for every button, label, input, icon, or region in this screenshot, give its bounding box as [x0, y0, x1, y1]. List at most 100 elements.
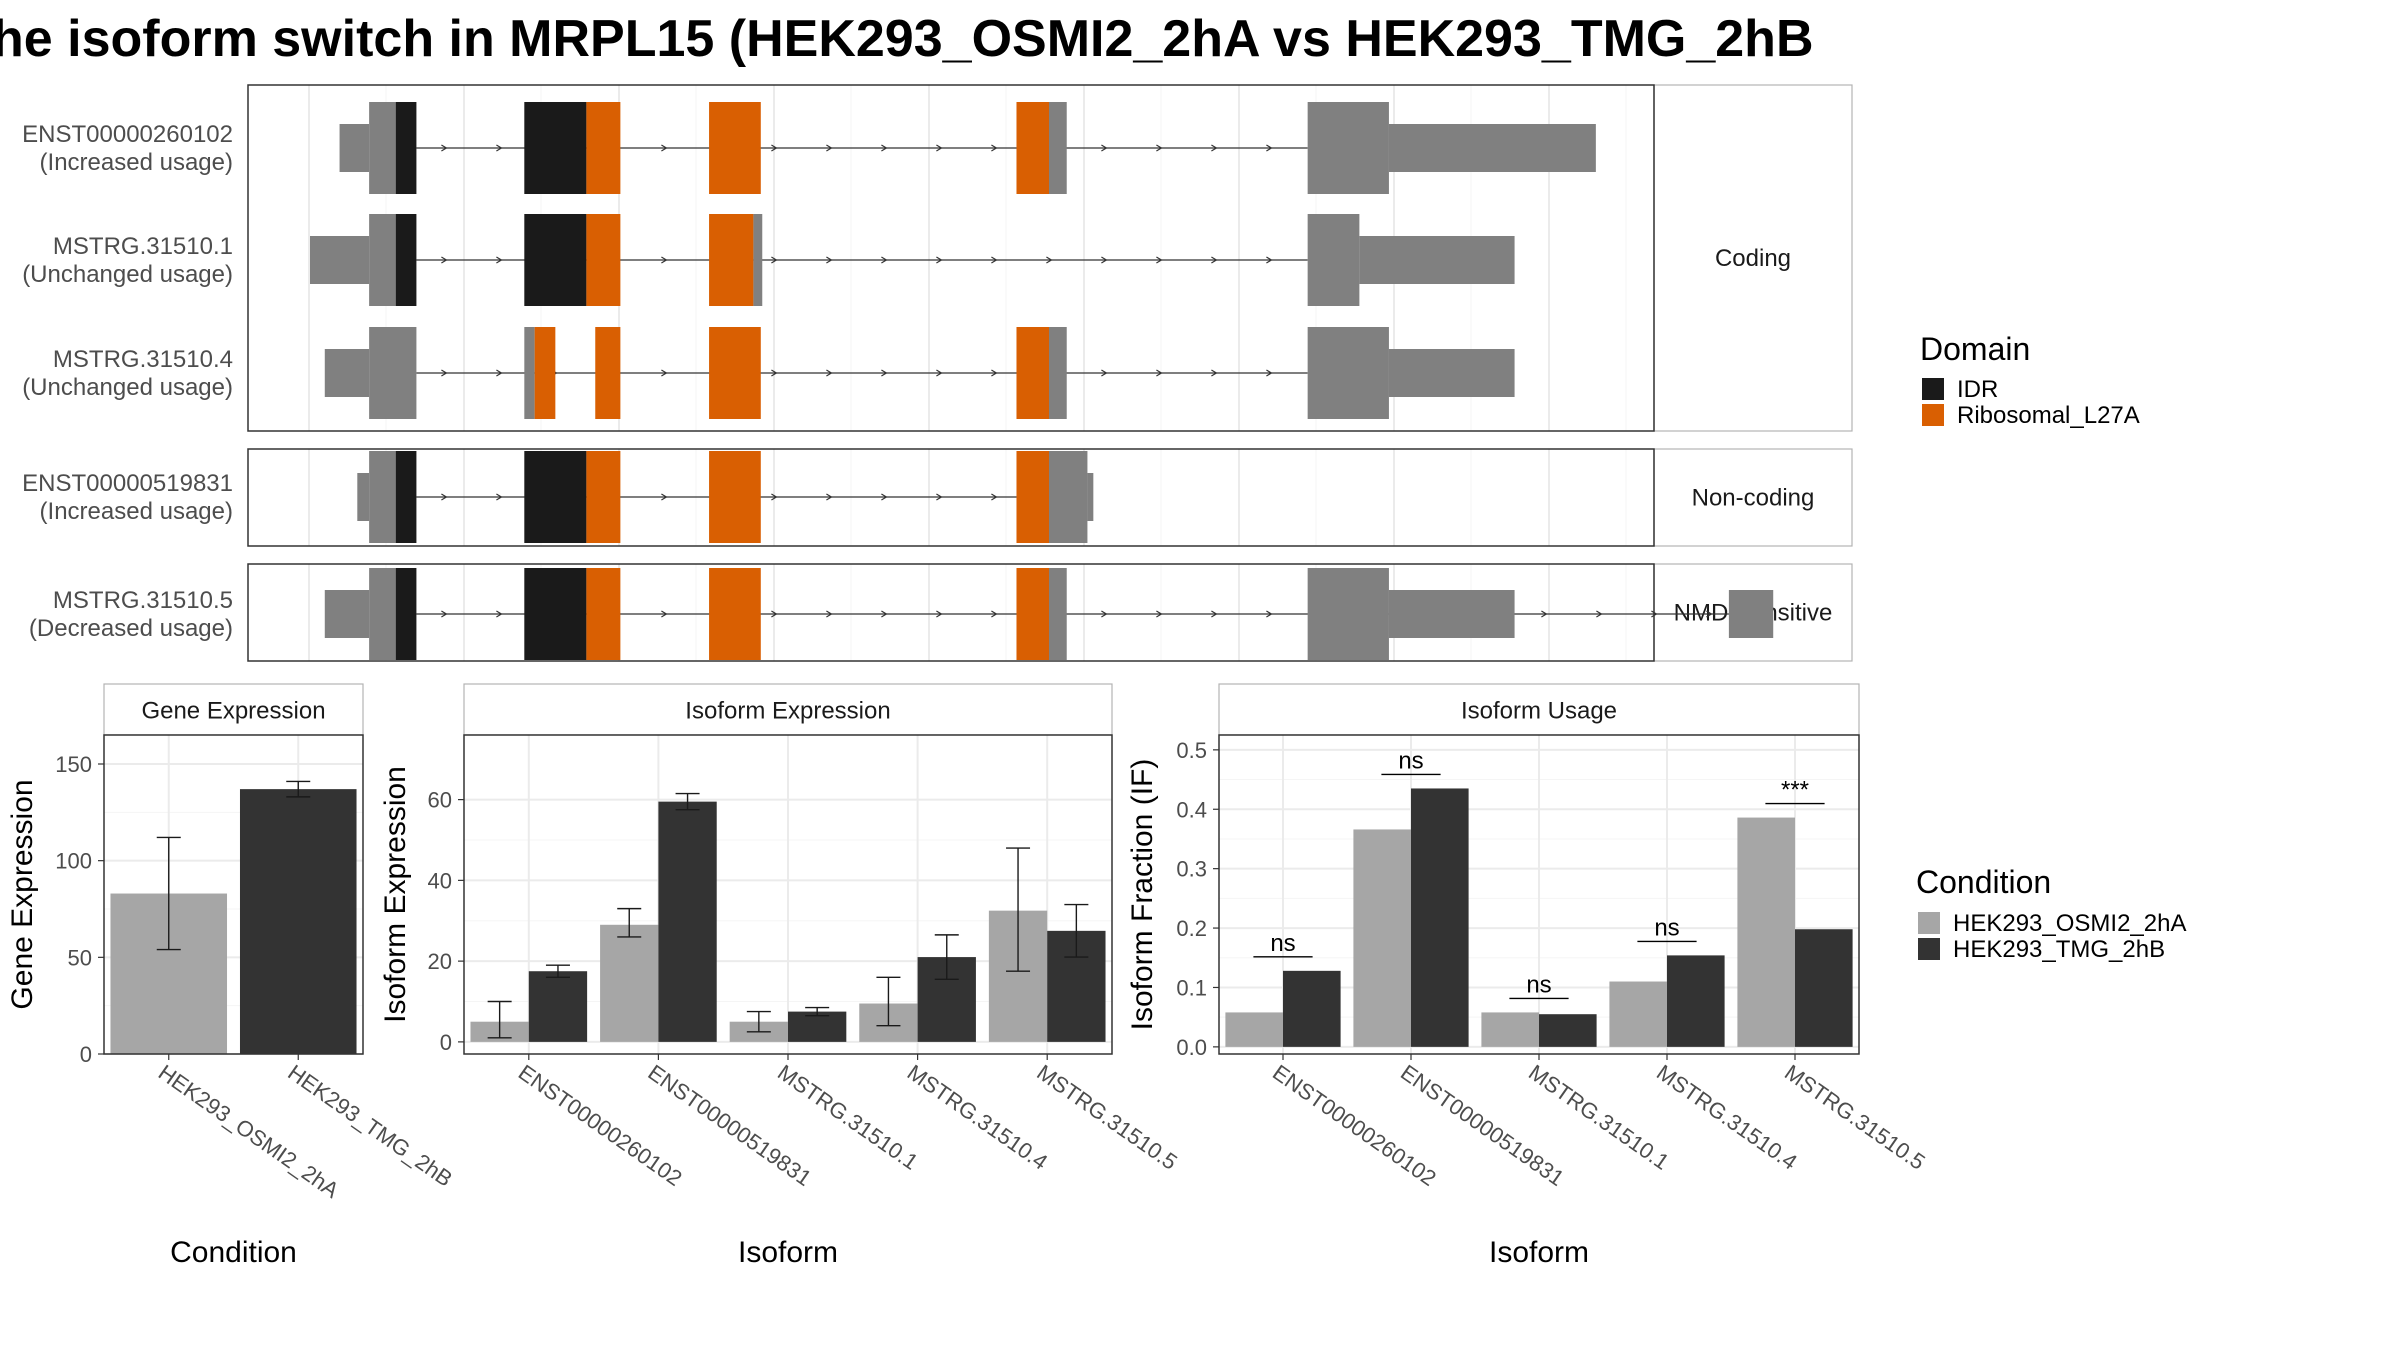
exon-utr [1359, 236, 1515, 284]
exon-utr [1307, 327, 1389, 419]
y-tick-label: 20 [428, 949, 452, 974]
exon-ribosomal-l27a [586, 451, 621, 543]
intron-arrow [1101, 610, 1108, 618]
intron-arrow [1156, 144, 1163, 152]
bar [1737, 817, 1795, 1047]
intron-arrow [1266, 369, 1273, 377]
intron-arrow [661, 610, 668, 618]
exon-ribosomal-l27a [1016, 568, 1049, 660]
intron-arrow [881, 256, 888, 264]
legend-title: Domain [1920, 331, 2030, 367]
exon-ribosomal-l27a [709, 568, 761, 660]
exon-utr [753, 214, 763, 306]
intron-arrow [1596, 610, 1603, 618]
transcript-id-label: MSTRG.31510.5 [53, 587, 233, 614]
exon-utr [1049, 102, 1067, 194]
intron-arrow [496, 144, 503, 152]
intron-arrow [1651, 610, 1658, 618]
intron-arrow [441, 369, 448, 377]
intron-arrow [1156, 256, 1163, 264]
intron-arrow [881, 493, 888, 501]
exon-ribosomal-l27a [1016, 451, 1049, 543]
transcript-usage-label: (Increased usage) [40, 149, 233, 176]
exon-ribosomal-l27a [595, 327, 621, 419]
bar [239, 789, 357, 1054]
exon-utr [1388, 590, 1515, 638]
legend-key [1918, 912, 1940, 934]
x-tick-label: MSTRG.31510.4 [903, 1060, 1053, 1175]
legend-key [1922, 378, 1944, 400]
intron-arrow [1211, 610, 1218, 618]
y-tick-label: 0.5 [1176, 738, 1207, 763]
transcript-usage-label: (Increased usage) [40, 498, 233, 525]
exon-idr [395, 102, 417, 194]
intron-arrow [1156, 369, 1163, 377]
intron-arrow [936, 256, 943, 264]
bar [1539, 1014, 1597, 1047]
structure-panel-border [247, 448, 1655, 547]
intron-arrow [441, 256, 448, 264]
intron-arrow [826, 256, 833, 264]
exon-utr [1087, 473, 1094, 521]
transcript-id-label: MSTRG.31510.4 [53, 346, 233, 373]
intron-arrow [771, 256, 778, 264]
structure-group-coding: Coding ENST00000260102(Increased usage) MS… [22, 84, 1853, 432]
structure-panel-border [247, 84, 1655, 432]
intron-arrow [1101, 144, 1108, 152]
exon-utr [369, 214, 396, 306]
intron-arrow [936, 610, 943, 618]
exon-utr [1307, 102, 1389, 194]
transcript-mstrg-31510-1: MSTRG.31510.1(Unchanged usage) [22, 214, 1515, 306]
y-tick-label: 50 [68, 945, 92, 970]
intron-arrow [1541, 610, 1548, 618]
exon-idr [395, 568, 417, 660]
transcript-usage-label: (Decreased usage) [29, 615, 233, 642]
facet-strip-label: Gene Expression [141, 698, 325, 725]
intron-arrow [991, 493, 998, 501]
y-axis-title: Isoform Expression [379, 766, 412, 1023]
y-tick-label: 40 [428, 868, 452, 893]
significance-label: ns [1398, 747, 1423, 774]
exon-ribosomal-l27a [534, 327, 556, 419]
bar [1283, 970, 1341, 1047]
y-axis-title: Gene Expression [6, 779, 39, 1009]
intron-arrow [661, 256, 668, 264]
y-tick-label: 150 [55, 752, 92, 777]
intron-arrow [1211, 369, 1218, 377]
intron-arrow [1101, 256, 1108, 264]
intron-arrow [661, 144, 668, 152]
intron-arrow [441, 493, 448, 501]
intron-arrow [441, 144, 448, 152]
exon-utr [324, 349, 370, 397]
y-tick-label: 0.2 [1176, 916, 1207, 941]
intron-arrow [881, 369, 888, 377]
structure-panel-border [247, 563, 1655, 662]
exon-ribosomal-l27a [709, 451, 761, 543]
exon-utr [369, 568, 396, 660]
exon-utr [1388, 124, 1596, 172]
exon-idr [395, 451, 417, 543]
y-tick-label: 0.3 [1176, 857, 1207, 882]
x-tick-label: MSTRG.31510.5 [1780, 1060, 1930, 1175]
intron-arrow [496, 369, 503, 377]
exon-utr [369, 327, 417, 419]
exon-idr [524, 102, 587, 194]
intron-arrow [1211, 144, 1218, 152]
intron-arrow [496, 493, 503, 501]
isoform-expression-chart: Isoform Expression0204060ENST00000260102… [379, 683, 1182, 1269]
plot-border [103, 734, 364, 1055]
intron-arrow [1266, 144, 1273, 152]
structure-strip [1653, 84, 1853, 432]
intron-arrow [991, 610, 998, 618]
intron-arrow [496, 610, 503, 618]
intron-arrow [441, 610, 448, 618]
exon-utr [369, 102, 396, 194]
significance-label: ns [1526, 971, 1551, 998]
structure-strip-label: Coding [1715, 245, 1791, 272]
exon-ribosomal-l27a [709, 214, 754, 306]
